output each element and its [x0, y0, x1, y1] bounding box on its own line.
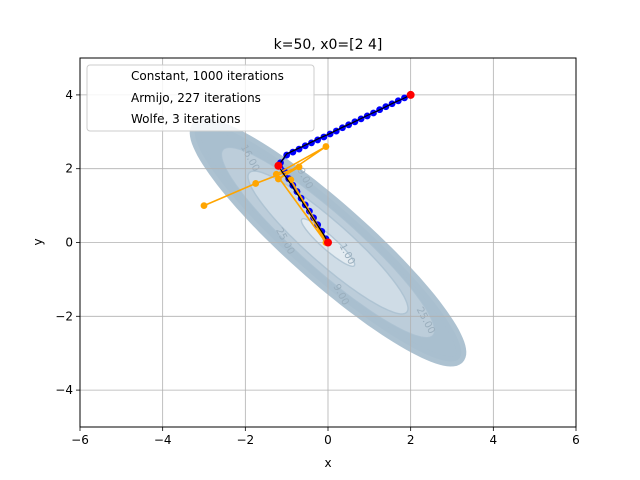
x-tick-label: −4: [154, 433, 172, 447]
series-point: [252, 180, 260, 187]
y-axis-ticks: −4 −2 0 2 4: [55, 88, 80, 397]
legend-box: [86, 64, 315, 132]
marker-layer: [274, 90, 415, 247]
y-tick-label: 0: [65, 236, 73, 250]
x-tick-label: 6: [572, 433, 580, 447]
legend: Constant, 1000 iterations Armijo, 227 it…: [86, 64, 315, 132]
y-axis-label: y: [31, 238, 45, 245]
x-axis-label: x: [324, 456, 331, 470]
series-line: [277, 94, 411, 243]
series-point: [272, 170, 280, 178]
marker-turn: [274, 161, 283, 170]
series-point: [322, 143, 330, 150]
x-tick-label: 4: [490, 433, 498, 447]
series-point: [200, 202, 208, 210]
legend-entry-armijo: Armijo, 227 iterations: [131, 91, 261, 105]
x-tick-label: 0: [324, 433, 332, 447]
series-point: [295, 163, 303, 171]
chart-title: k=50, x0=[2 4]: [274, 37, 383, 53]
legend-entry-wolfe: Wolfe, 3 iterations: [131, 112, 240, 126]
x-tick-label: 2: [407, 433, 415, 447]
marker-minimum: [324, 238, 332, 247]
x-tick-label: −2: [236, 433, 254, 447]
marker-start: [406, 90, 415, 99]
y-tick-label: −4: [55, 383, 73, 397]
x-tick-label: −6: [71, 433, 89, 447]
y-tick-label: −2: [55, 309, 73, 323]
y-tick-label: 4: [65, 88, 73, 102]
x-axis-ticks: −6 −4 −2 0 2 4 6: [71, 427, 580, 447]
legend-entry-constant: Constant, 1000 iterations: [131, 69, 284, 83]
y-tick-label: 2: [65, 162, 73, 176]
